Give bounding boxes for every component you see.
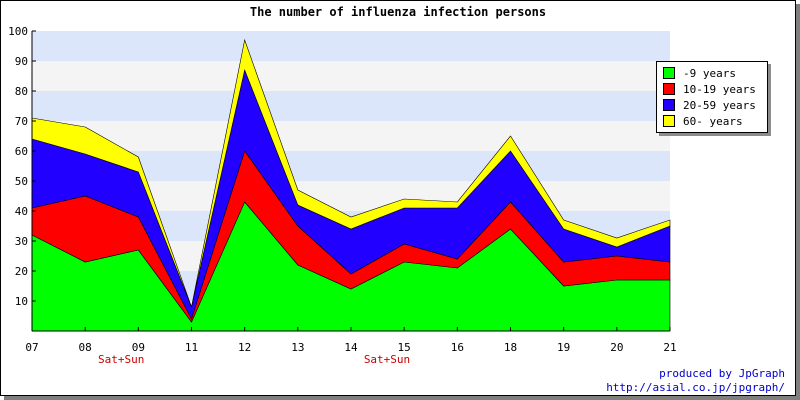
- y-tick-label-9: 100: [8, 25, 28, 38]
- grid-band-6: [32, 121, 670, 151]
- x-tick-label-9: 18: [504, 341, 517, 354]
- chart-plot: 10 20 30 40 50 60 70 80 90 100 07 08 09 11 12 13 14 15 16…: [8, 25, 677, 366]
- x-annotation-0: Sat+Sun: [98, 353, 144, 366]
- chart-title: The number of influenza infection person…: [249, 5, 547, 19]
- y-tick-label-7: 80: [15, 85, 28, 98]
- x-tick-label-2: 09: [132, 341, 145, 354]
- x-tick-label-7: 15: [398, 341, 411, 354]
- y-tick-label-8: 90: [15, 55, 28, 68]
- grid-band-9: [32, 31, 670, 61]
- legend-item-60-plus: 60- years: [663, 113, 767, 129]
- y-tick-label-3: 40: [15, 205, 28, 218]
- x-tick-label-3: 11: [185, 341, 198, 354]
- legend-item-10-19: 10-19 years: [663, 81, 767, 97]
- legend-label-10-19: 10-19 years: [683, 82, 756, 96]
- legend-swatch-60-plus: [663, 115, 675, 127]
- y-tick-label-2: 30: [15, 235, 28, 248]
- x-tick-label-0: 07: [25, 341, 38, 354]
- x-tick-label-11: 20: [610, 341, 623, 354]
- x-annotation-1: Sat+Sun: [364, 353, 410, 366]
- legend-label-under-9: -9 years: [683, 66, 736, 80]
- x-tick-label-12: 21: [663, 341, 676, 354]
- chart-legend: -9 years 10-19 years 20-59 years 60- yea…: [656, 61, 768, 133]
- credit-block: produced by JpGraph http://asial.co.jp/j…: [606, 367, 785, 395]
- grid-band-7: [32, 91, 670, 121]
- legend-swatch-10-19: [663, 83, 675, 95]
- x-tick-label-5: 13: [291, 341, 304, 354]
- x-tick-label-10: 19: [557, 341, 570, 354]
- x-tick-label-6: 14: [344, 341, 358, 354]
- legend-item-20-59: 20-59 years: [663, 97, 767, 113]
- legend-swatch-under-9: [663, 67, 675, 79]
- grid-band-8: [32, 61, 670, 91]
- x-tick-label-1: 08: [79, 341, 92, 354]
- credit-url-link[interactable]: http://asial.co.jp/jpgraph/: [606, 381, 785, 394]
- legend-label-60-plus: 60- years: [683, 114, 743, 128]
- legend-item-under-9: -9 years: [663, 65, 767, 81]
- y-tick-label-5: 60: [15, 145, 28, 158]
- y-tick-label-1: 20: [15, 265, 28, 278]
- y-tick-label-0: 10: [15, 295, 28, 308]
- legend-swatch-20-59: [663, 99, 675, 111]
- credit-produced-by: produced by JpGraph: [659, 367, 785, 380]
- x-tick-label-4: 12: [238, 341, 251, 354]
- y-tick-label-4: 50: [15, 175, 28, 188]
- x-tick-label-8: 16: [451, 341, 464, 354]
- legend-label-20-59: 20-59 years: [683, 98, 756, 112]
- area-series-3: [31, 38, 671, 309]
- y-tick-label-6: 70: [15, 115, 28, 128]
